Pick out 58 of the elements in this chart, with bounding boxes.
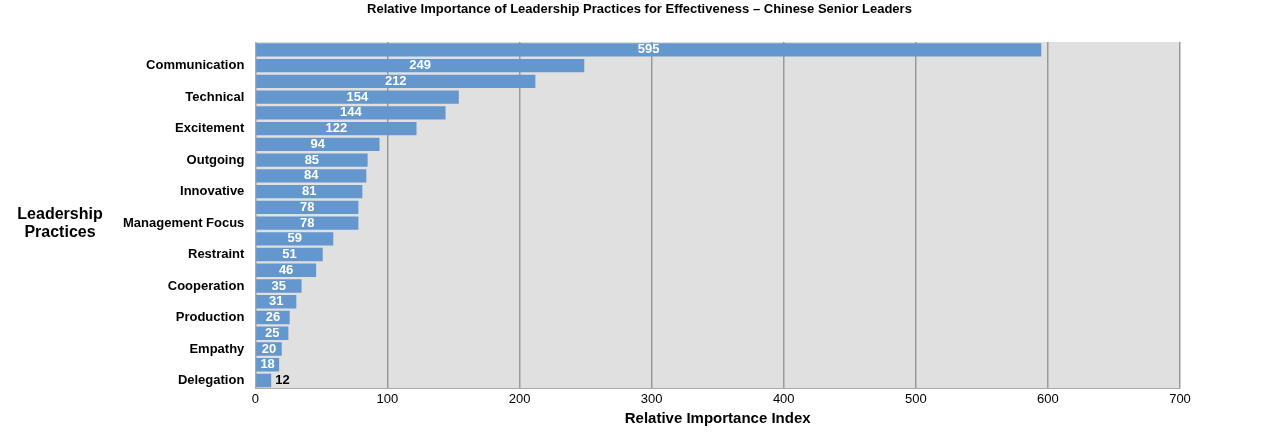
y-tick-label: Innovative (180, 183, 245, 199)
y-tick-label: Outgoing (186, 151, 245, 167)
data-label: 12 (275, 372, 290, 388)
data-label: 122 (325, 120, 348, 136)
bar (256, 137, 380, 152)
x-tick-label: 700 (1169, 390, 1191, 406)
data-label: 26 (265, 309, 281, 325)
y-tick-label: Cooperation (167, 277, 245, 293)
data-label: 51 (282, 246, 297, 262)
bar (256, 169, 367, 183)
x-tick-label: 100 (376, 390, 399, 406)
x-tick-label: 0 (251, 390, 259, 406)
x-tick-label: 200 (508, 390, 531, 406)
bar (256, 106, 446, 120)
x-tick-label: 500 (904, 390, 927, 406)
data-label: 84 (303, 167, 320, 183)
data-label: 212 (384, 72, 407, 88)
x-tick-label: 600 (1037, 390, 1059, 406)
data-label: 81 (301, 183, 317, 199)
y-axis-title: Leadership Practices (16, 205, 104, 241)
bar (256, 232, 334, 246)
y-tick-label: Empathy (189, 340, 246, 356)
bar (256, 121, 417, 136)
data-label: 31 (268, 293, 284, 309)
data-label: 85 (304, 151, 320, 167)
y-tick-label: Restraint (188, 246, 246, 262)
data-label: 59 (287, 230, 302, 246)
x-axis-title: Relative Importance Index (624, 409, 812, 427)
bar (256, 200, 359, 215)
data-label: 20 (261, 340, 277, 356)
bar (256, 74, 536, 89)
bar (256, 184, 363, 199)
y-tick-label: Technical (185, 88, 245, 104)
data-label: 46 (278, 261, 294, 277)
data-label: 154 (346, 88, 370, 104)
data-label: 595 (637, 41, 660, 57)
data-label: 35 (271, 277, 287, 293)
x-tick-label: 400 (772, 390, 795, 406)
bar (256, 43, 1042, 57)
y-tick-label: Production (175, 309, 245, 325)
bar (256, 373, 272, 388)
data-label: 78 (300, 198, 315, 214)
bar (256, 153, 368, 167)
data-label: 78 (300, 214, 315, 230)
chart-title: Relative Importance of Leadership Practices for Effectiveness – Chinese Senior Leaders (366, 0, 913, 18)
data-label: 94 (310, 135, 326, 151)
data-label: 249 (409, 57, 432, 73)
y-tick-label: Delegation (177, 372, 245, 388)
y-tick-label: Excitement (174, 120, 246, 136)
y-tick-label: Communication (146, 57, 245, 73)
x-tick-label: 300 (640, 390, 663, 406)
data-label: 25 (265, 324, 280, 340)
y-tick-label: Management Focus (123, 214, 245, 230)
bar (256, 90, 459, 104)
data-label: 18 (260, 356, 275, 372)
bar (256, 216, 359, 230)
bar (256, 58, 585, 73)
data-label: 144 (339, 104, 363, 120)
